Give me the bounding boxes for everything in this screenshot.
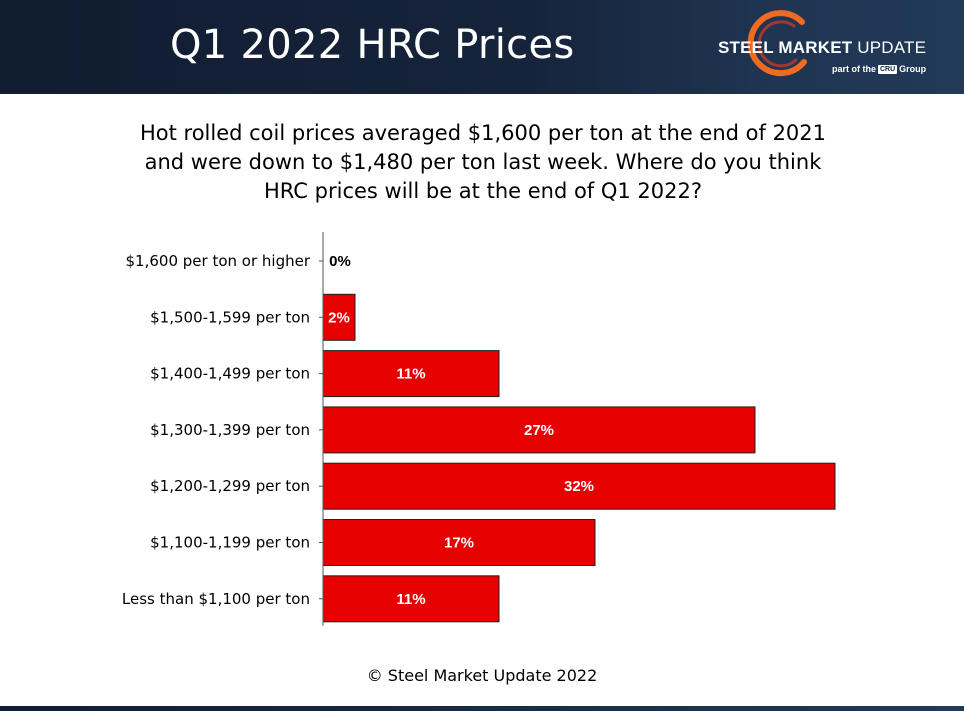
survey-question: Hot rolled coil prices averaged $1,600 p… bbox=[139, 121, 827, 203]
value-label: 11% bbox=[396, 591, 425, 608]
category-label: $1,300-1,399 per ton bbox=[150, 421, 310, 439]
value-label: 11% bbox=[396, 366, 425, 383]
value-label: 2% bbox=[328, 309, 350, 326]
bar-chart: $1,600 per ton or higher 0% $1,500-1,599 p… bbox=[122, 232, 836, 626]
value-label: 27% bbox=[524, 422, 554, 439]
value-label: 17% bbox=[444, 535, 474, 552]
logo-swoosh-icon bbox=[747, 10, 807, 77]
copyright-footer: © Steel Market Update 2022 bbox=[366, 666, 598, 685]
bars-layer: $1,600 per ton or higher 0% $1,500-1,599 p… bbox=[122, 252, 836, 623]
slide-title: Q1 2022 HRC Prices bbox=[170, 22, 575, 68]
logo-subtitle: part of the CRU Group bbox=[832, 64, 926, 74]
logo-sub-suffix: Group bbox=[899, 64, 927, 74]
category-label: $1,400-1,499 per ton bbox=[150, 365, 310, 383]
category-label: Less than $1,100 per ton bbox=[122, 590, 310, 608]
bottom-bar bbox=[0, 706, 964, 711]
category-label: $1,600 per ton or higher bbox=[126, 252, 311, 270]
steel-market-update-logo: STEEL MARKET UPDATE part of the CRU Group bbox=[712, 10, 952, 90]
logo-name: STEEL MARKET UPDATE bbox=[718, 38, 926, 58]
bar bbox=[322, 519, 596, 566]
logo-sub-prefix: part of the bbox=[832, 64, 876, 74]
bar bbox=[322, 406, 756, 454]
logo-name-light: UPDATE bbox=[857, 38, 927, 57]
category-label: $1,100-1,199 per ton bbox=[150, 534, 310, 552]
value-label: 0% bbox=[329, 253, 351, 270]
cru-badge: CRU bbox=[878, 65, 898, 74]
category-label: $1,500-1,599 per ton bbox=[150, 308, 310, 326]
bar bbox=[322, 293, 356, 341]
header-banner: Q1 2022 HRC Prices STEEL MARKET UPDATE p… bbox=[0, 0, 964, 94]
logo-name-bold: STEEL MARKET bbox=[718, 38, 853, 57]
category-label: $1,200-1,299 per ton bbox=[150, 477, 310, 495]
bar bbox=[322, 575, 500, 623]
value-label: 32% bbox=[564, 478, 594, 495]
